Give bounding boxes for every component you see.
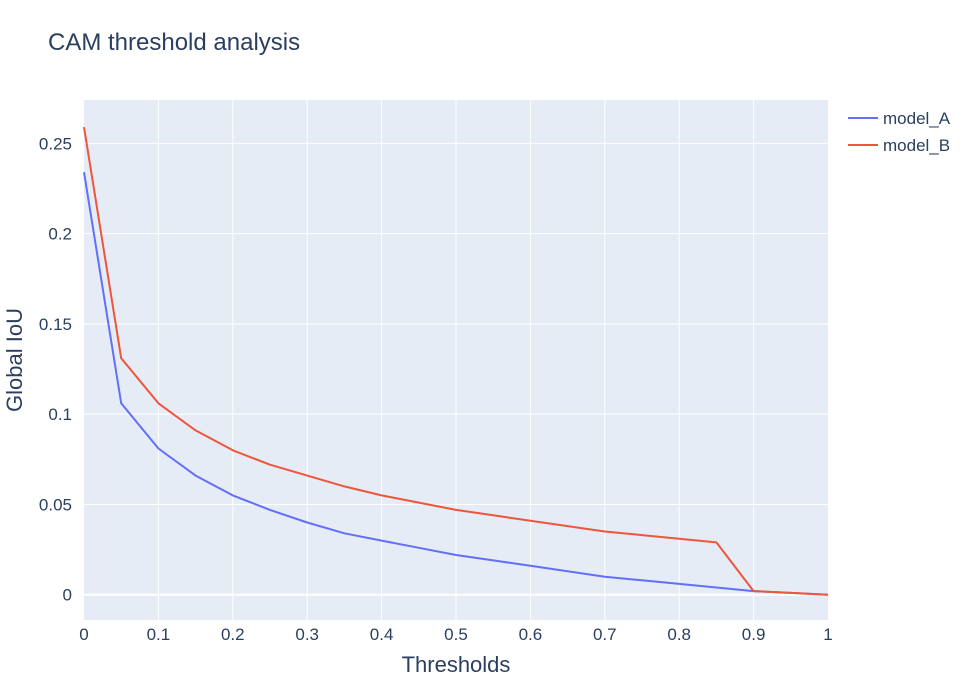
x-tick-label: 0 [79, 625, 88, 644]
x-tick-label: 0.6 [519, 625, 543, 644]
x-axis-title: Thresholds [402, 652, 511, 677]
x-tick-label: 0.1 [147, 625, 171, 644]
series-lines [83, 126, 829, 596]
x-tick-label: 0.4 [370, 625, 394, 644]
y-tick-label: 0.25 [39, 134, 72, 153]
series-line-model_A [83, 172, 829, 596]
legend-label: model_B [883, 136, 950, 155]
series-line-model_B [83, 126, 829, 596]
x-tick-label: 1 [823, 625, 832, 644]
x-tick-label: 0.8 [667, 625, 691, 644]
y-tick-label: 0.15 [39, 315, 72, 334]
x-tick-label: 0.3 [295, 625, 319, 644]
y-axis-ticks: 0 0.05 0.1 0.15 0.2 0.25 [39, 134, 72, 604]
y-tick-label: 0.2 [48, 225, 72, 244]
x-tick-label: 0.9 [742, 625, 766, 644]
y-tick-label: 0.05 [39, 495, 72, 514]
chart-title: CAM threshold analysis [48, 29, 300, 56]
y-axis-title: Global IoU [2, 308, 27, 412]
legend[interactable]: model_A model_B [848, 109, 951, 155]
x-tick-label: 0.7 [593, 625, 617, 644]
x-gridlines [157, 100, 755, 620]
y-tick-label: 0.1 [48, 405, 72, 424]
legend-item-model_B[interactable]: model_B [848, 136, 950, 155]
y-gridlines [84, 142, 828, 596]
y-tick-label: 0 [63, 586, 72, 605]
legend-item-model_A[interactable]: model_A [848, 109, 951, 128]
x-tick-label: 0.2 [221, 625, 245, 644]
legend-label: model_A [883, 109, 951, 128]
x-axis-ticks: 0 0.1 0.2 0.3 0.4 0.5 0.6 0.7 0.8 0.9 1 [79, 625, 832, 644]
x-tick-label: 0.5 [444, 625, 468, 644]
